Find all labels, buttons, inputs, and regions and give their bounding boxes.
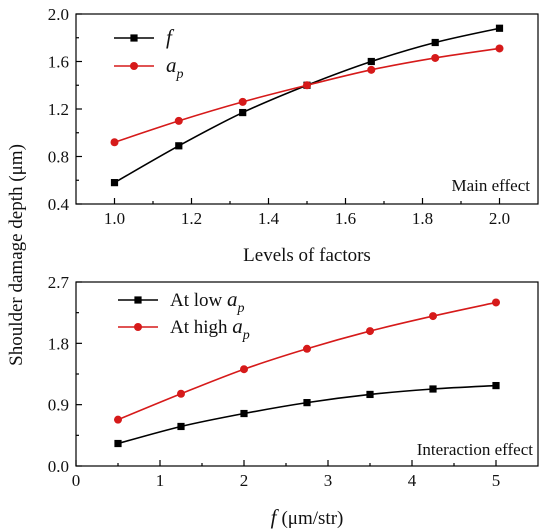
x-tick-label: 1.4 <box>258 209 280 228</box>
data-point-1 <box>367 65 376 74</box>
legend-marker <box>130 62 138 70</box>
data-point-0 <box>240 409 248 418</box>
y-tick-label: 1.2 <box>48 100 69 119</box>
legend-label-symbol: a <box>166 53 177 77</box>
x-tick-label: 2.0 <box>489 209 510 228</box>
legend-label: f <box>166 25 175 49</box>
data-point-0 <box>175 142 183 150</box>
data-point-1 <box>303 81 311 90</box>
legend-label-symbol: a <box>232 314 243 338</box>
y-tick-label: 0.4 <box>48 195 70 214</box>
data-point-1 <box>366 327 374 336</box>
data-point-1 <box>429 312 437 321</box>
data-point-0 <box>492 381 500 390</box>
x-tick-label: 0 <box>72 471 81 490</box>
data-point-1 <box>495 44 504 53</box>
data-point-0 <box>495 24 504 32</box>
legend-label: At low ap <box>170 287 245 316</box>
main-effect-note: Main effect <box>451 176 530 195</box>
x-axis-unit: (μm/str) <box>281 508 343 529</box>
y-axis-title: Shoulder damage depth (μm) <box>6 144 27 366</box>
x-tick-label: 3 <box>324 471 333 490</box>
main-effect-ticks: 1.0 1.2 1.4 1.6 1.8 2.0 0.4 0.8 1.2 1.6 2.0 <box>48 5 510 228</box>
x-tick-label: 1.0 <box>104 209 125 228</box>
data-point-0 <box>177 422 185 431</box>
legend-marker <box>134 296 142 304</box>
x-tick-label: 1.2 <box>181 209 202 228</box>
interaction-effect-note: Interaction effect <box>417 440 534 459</box>
data-point-0 <box>431 38 439 47</box>
main-effect-legend: fap <box>114 25 184 82</box>
interaction-effect-plot-frame <box>75 281 539 467</box>
x-axis-symbol: f <box>271 505 280 529</box>
interaction-effect-ticks: 0 1 2 3 4 5 0.0 0.9 1.8 2.7 <box>48 273 501 490</box>
y-tick-label: 1.8 <box>48 334 69 353</box>
legend-label: At high ap <box>170 314 250 343</box>
data-point-0 <box>303 399 311 407</box>
y-tick-label: 0.0 <box>48 457 69 476</box>
data-point-1 <box>492 298 500 307</box>
data-point-0 <box>429 385 437 393</box>
legend-label-subscript: p <box>237 301 245 316</box>
y-tick-label: 0.9 <box>48 396 69 415</box>
y-tick-label: 0.8 <box>48 148 69 167</box>
x-tick-label: 1 <box>156 471 165 490</box>
data-point-1 <box>238 97 247 106</box>
main-effect-x-axis-title: Levels of factors <box>243 245 371 266</box>
data-point-1 <box>174 116 183 125</box>
y-tick-label: 2.0 <box>48 5 69 24</box>
legend-marker <box>130 34 138 42</box>
data-point-0 <box>110 179 119 187</box>
legend-label-symbol: a <box>227 287 238 311</box>
data-point-1 <box>303 344 311 353</box>
x-tick-label: 2 <box>240 471 249 490</box>
series-line-0 <box>114 27 500 184</box>
main-effect-series <box>110 24 504 187</box>
data-point-1 <box>110 138 119 147</box>
data-point-0 <box>367 57 375 66</box>
x-tick-label: 1.8 <box>412 209 433 228</box>
legend-label-text: At low <box>170 290 227 311</box>
y-tick-label: 2.7 <box>48 273 70 292</box>
y-tick-label: 1.6 <box>48 53 69 72</box>
data-point-1 <box>240 365 248 374</box>
x-tick-label: 1.6 <box>335 209 356 228</box>
data-point-0 <box>114 439 122 448</box>
data-point-0 <box>239 108 247 117</box>
data-point-0 <box>366 390 374 399</box>
main-effect-panel: 1.0 1.2 1.4 1.6 1.8 2.00.40.81.21.62.0 fap Ma… <box>48 5 539 266</box>
interaction-effect-x-axis-title: f (μm/str) <box>271 505 344 529</box>
x-tick-label: 4 <box>408 471 417 490</box>
legend-label-text: At high <box>170 317 232 338</box>
legend-label-subscript: p <box>242 328 250 343</box>
series-line-0 <box>117 384 497 445</box>
legend-label-subscript: p <box>176 67 184 82</box>
data-point-1 <box>114 415 122 424</box>
x-tick-label: 5 <box>492 471 501 490</box>
data-point-1 <box>177 389 185 398</box>
legend-label: ap <box>166 53 184 82</box>
interaction-effect-series <box>114 298 500 448</box>
legend-label-symbol: f <box>166 25 175 49</box>
data-point-1 <box>431 53 440 62</box>
legend-marker <box>134 323 142 331</box>
